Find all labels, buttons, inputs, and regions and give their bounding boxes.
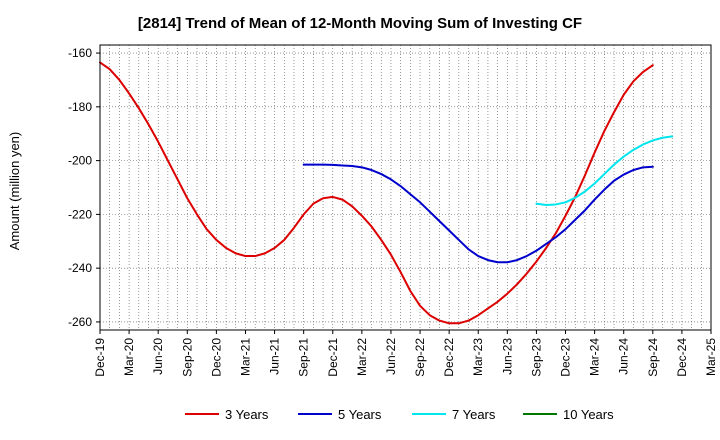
y-tick-label: -240 (68, 261, 92, 275)
legend-label: 3 Years (225, 407, 269, 422)
x-tick-label: Sep-22 (413, 338, 427, 377)
legend-label: 10 Years (563, 407, 614, 422)
x-tick-label: Mar-21 (238, 338, 252, 376)
x-tick-label: Sep-23 (529, 338, 543, 377)
x-tick-label: Dec-24 (675, 338, 689, 377)
x-tick-label: Mar-22 (355, 338, 369, 376)
x-tick-label: Jun-21 (268, 338, 282, 375)
series-line-5-years (302, 163, 654, 264)
legend-label: 7 Years (452, 407, 496, 422)
x-tick-label: Mar-23 (471, 338, 485, 376)
grid (100, 45, 711, 330)
x-tick-label: Sep-24 (646, 338, 660, 377)
y-tick-label: -200 (68, 154, 92, 168)
x-tick-label: Jun-23 (500, 338, 514, 375)
chart-title: [2814] Trend of Mean of 12-Month Moving … (138, 15, 582, 32)
y-tick-label: -180 (68, 100, 92, 114)
x-tick-label: Sep-21 (297, 338, 311, 377)
legend-label: 5 Years (338, 407, 382, 422)
series-layer (99, 61, 674, 325)
x-tick-label: Mar-25 (704, 338, 718, 376)
x-tick-label: Mar-24 (588, 338, 602, 376)
y-tick-label: -160 (68, 46, 92, 60)
x-tick-label: Sep-20 (180, 338, 194, 377)
plot-frame (99, 44, 712, 331)
legend: 3 Years 5 Years 7 Years 10 Years (185, 407, 614, 422)
x-axis: Dec-19 Mar-20 Jun-20 Sep-20 Dec-20 Mar-21 Jun-… (93, 330, 718, 377)
x-tick-label: Jun-22 (384, 338, 398, 375)
x-tick-label: Mar-20 (122, 338, 136, 376)
x-tick-label: Dec-23 (559, 338, 573, 377)
x-tick-label: Jun-20 (151, 338, 165, 375)
y-axis: -160 -180 -200 -220 -240 -260 (68, 46, 100, 329)
series-line-7-years (535, 135, 674, 206)
x-tick-label: Dec-21 (326, 338, 340, 377)
x-tick-label: Dec-20 (209, 338, 223, 377)
x-tick-label: Dec-19 (93, 338, 107, 377)
x-tick-label: Jun-24 (617, 338, 631, 375)
y-axis-label: Amount (million yen) (7, 132, 22, 251)
y-tick-label: -260 (68, 315, 92, 329)
x-tick-label: Dec-22 (442, 338, 456, 377)
series-line-3-years (99, 61, 654, 325)
y-tick-label: -220 (68, 207, 92, 221)
